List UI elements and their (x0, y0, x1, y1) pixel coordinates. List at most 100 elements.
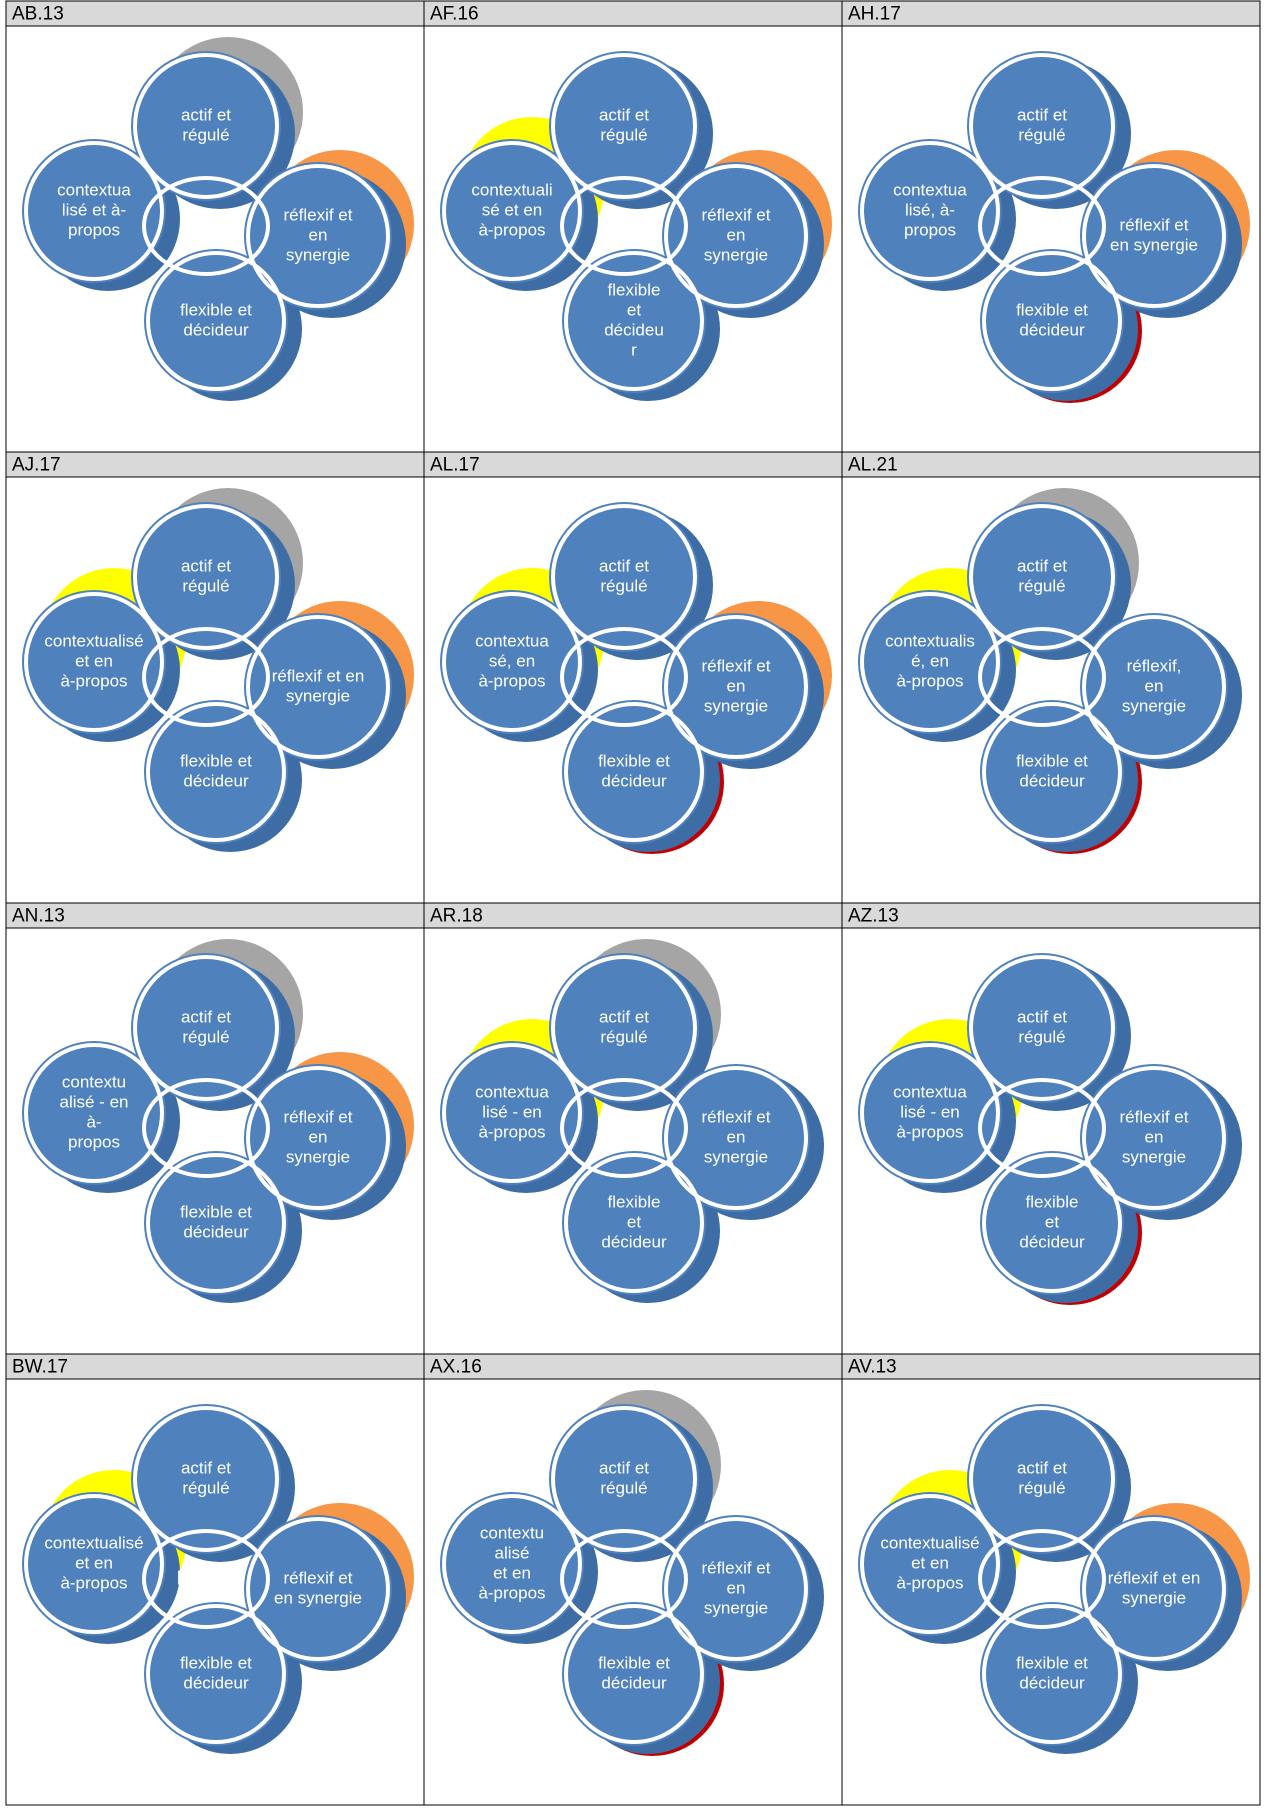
circle-label: contextualisé (44, 631, 143, 650)
center-label: AX.16 (597, 1567, 651, 1589)
circle-label: actif et (1017, 105, 1067, 124)
circle-label: actif et (599, 556, 649, 575)
cell-header-bg (842, 1, 1260, 26)
circle-label: contextualisé (44, 1533, 143, 1552)
circle-label: régulé (1018, 1478, 1065, 1497)
circle-label: décideu (604, 320, 664, 339)
circle-label: régulé (182, 576, 229, 595)
circle-label: à-propos (896, 1122, 963, 1141)
circle-label: décideur (183, 1673, 249, 1692)
circle-label: régulé (182, 125, 229, 144)
circle-label: flexible et (180, 300, 252, 319)
circle-label: contextualisé (880, 1533, 979, 1552)
circle-label: décideur (601, 1232, 667, 1251)
cell: BW.17BW.17actif etrégulécontextualiséet … (6, 1354, 424, 1805)
circle-label: à-propos (478, 1583, 545, 1602)
circle-label: propos (68, 1132, 120, 1151)
circle-label: sé et en (482, 200, 543, 219)
circle-label: réflexif et en (272, 666, 365, 685)
circle-label: contextu (480, 1523, 544, 1542)
circle-label: synergie (704, 1598, 768, 1617)
circle-label: réflexif et (702, 1107, 771, 1126)
circle-label: lisé, à- (905, 200, 955, 219)
cell: AJ.17AJ.17actif etrégulécontextualiséet … (6, 452, 424, 903)
cell: AR.18AR.18actif etrégulécontextualisé - … (424, 903, 842, 1354)
circle-label: régulé (600, 576, 647, 595)
circle-label: décideur (183, 1222, 249, 1241)
circle-label: flexible et (180, 751, 252, 770)
circle-label: lisé - en (482, 1102, 542, 1121)
circle-label: en (727, 1127, 746, 1146)
circle-label: régulé (1018, 125, 1065, 144)
circle-label: en (727, 225, 746, 244)
circle-label: contextua (57, 180, 131, 199)
circle-label: contextua (475, 1082, 549, 1101)
circle-label: flexible (608, 280, 661, 299)
circle-label: décideur (1019, 1673, 1085, 1692)
cell-header-bg (424, 1354, 842, 1379)
circle-label: synergie (704, 696, 768, 715)
circle-label: alisé - en (60, 1092, 129, 1111)
circle-label: actif et (181, 1458, 231, 1477)
circle-label: à-propos (896, 1573, 963, 1592)
page: AB.13AB.13actif etrégulécontextualisé et… (0, 0, 1266, 1811)
circle-label: contextua (893, 180, 967, 199)
circle-label: alisé (495, 1543, 530, 1562)
cell-header-bg (842, 903, 1260, 928)
circle-label: flexible et (1016, 1653, 1088, 1672)
circle-label: actif et (599, 1458, 649, 1477)
cell: AH.17AH.17actif etrégulécontextualisé, à… (842, 1, 1260, 452)
circle-label: actif et (1017, 556, 1067, 575)
circle-label: régulé (182, 1478, 229, 1497)
circle-label: réflexif et (1120, 215, 1189, 234)
cell-header-bg (842, 1354, 1260, 1379)
center-label: AH.17 (1014, 214, 1070, 236)
circle-label: réflexif et (284, 1568, 353, 1587)
circle-label: contextualis (885, 631, 975, 650)
circle-label: et (1045, 1212, 1059, 1231)
circle-label: flexible et (180, 1653, 252, 1672)
cell: AB.13AB.13actif etrégulécontextualisé et… (6, 1, 424, 452)
cell-title: BW.17 (12, 1357, 68, 1378)
circle-label: flexible et (1016, 300, 1088, 319)
cell-header-bg (842, 452, 1260, 477)
cell-title: AV.13 (848, 1357, 897, 1378)
circle-label: propos (68, 220, 120, 239)
circle-label: à-propos (60, 1573, 127, 1592)
circle-label: et en (493, 1563, 531, 1582)
circle-label: sé, en (489, 651, 535, 670)
circle-label: à-propos (478, 1122, 545, 1141)
circle-label: en (309, 1127, 328, 1146)
circle-label: actif et (181, 1007, 231, 1026)
cell-title: AF.16 (430, 4, 479, 25)
circle-label: décideur (1019, 771, 1085, 790)
circle-label: actif et (1017, 1007, 1067, 1026)
circle-label: synergie (286, 686, 350, 705)
circle-label: lisé et à- (62, 200, 126, 219)
cell-title: AX.16 (430, 1357, 482, 1378)
circle-label: en synergie (274, 1588, 362, 1607)
circle-label: en (309, 225, 328, 244)
cell-title: AN.13 (12, 906, 65, 927)
circle-label: décideur (183, 771, 249, 790)
circle-label: synergie (1122, 696, 1186, 715)
circle-label: à-propos (896, 671, 963, 690)
center-label: AB.13 (179, 214, 233, 236)
circle-label: contextuali (471, 180, 552, 199)
circle-label: régulé (600, 1027, 647, 1046)
circle-label: réflexif et en (1108, 1568, 1201, 1587)
cell-title: AR.18 (430, 906, 483, 927)
cell: AZ.13AZ.13actif etrégulécontextualisé - … (842, 903, 1260, 1354)
circle-label: r (631, 340, 637, 359)
circle-label: flexible (1026, 1192, 1079, 1211)
circle-label: en (1145, 1127, 1164, 1146)
circle-label: décideur (601, 771, 667, 790)
circle-label: réflexif, (1127, 656, 1182, 675)
circle-label: actif et (1017, 1458, 1067, 1477)
circle-label: décideur (601, 1673, 667, 1692)
center-label: AZ.13 (1015, 1116, 1068, 1138)
circle-label: à-propos (478, 671, 545, 690)
center-label: AV.13 (1016, 1567, 1067, 1589)
